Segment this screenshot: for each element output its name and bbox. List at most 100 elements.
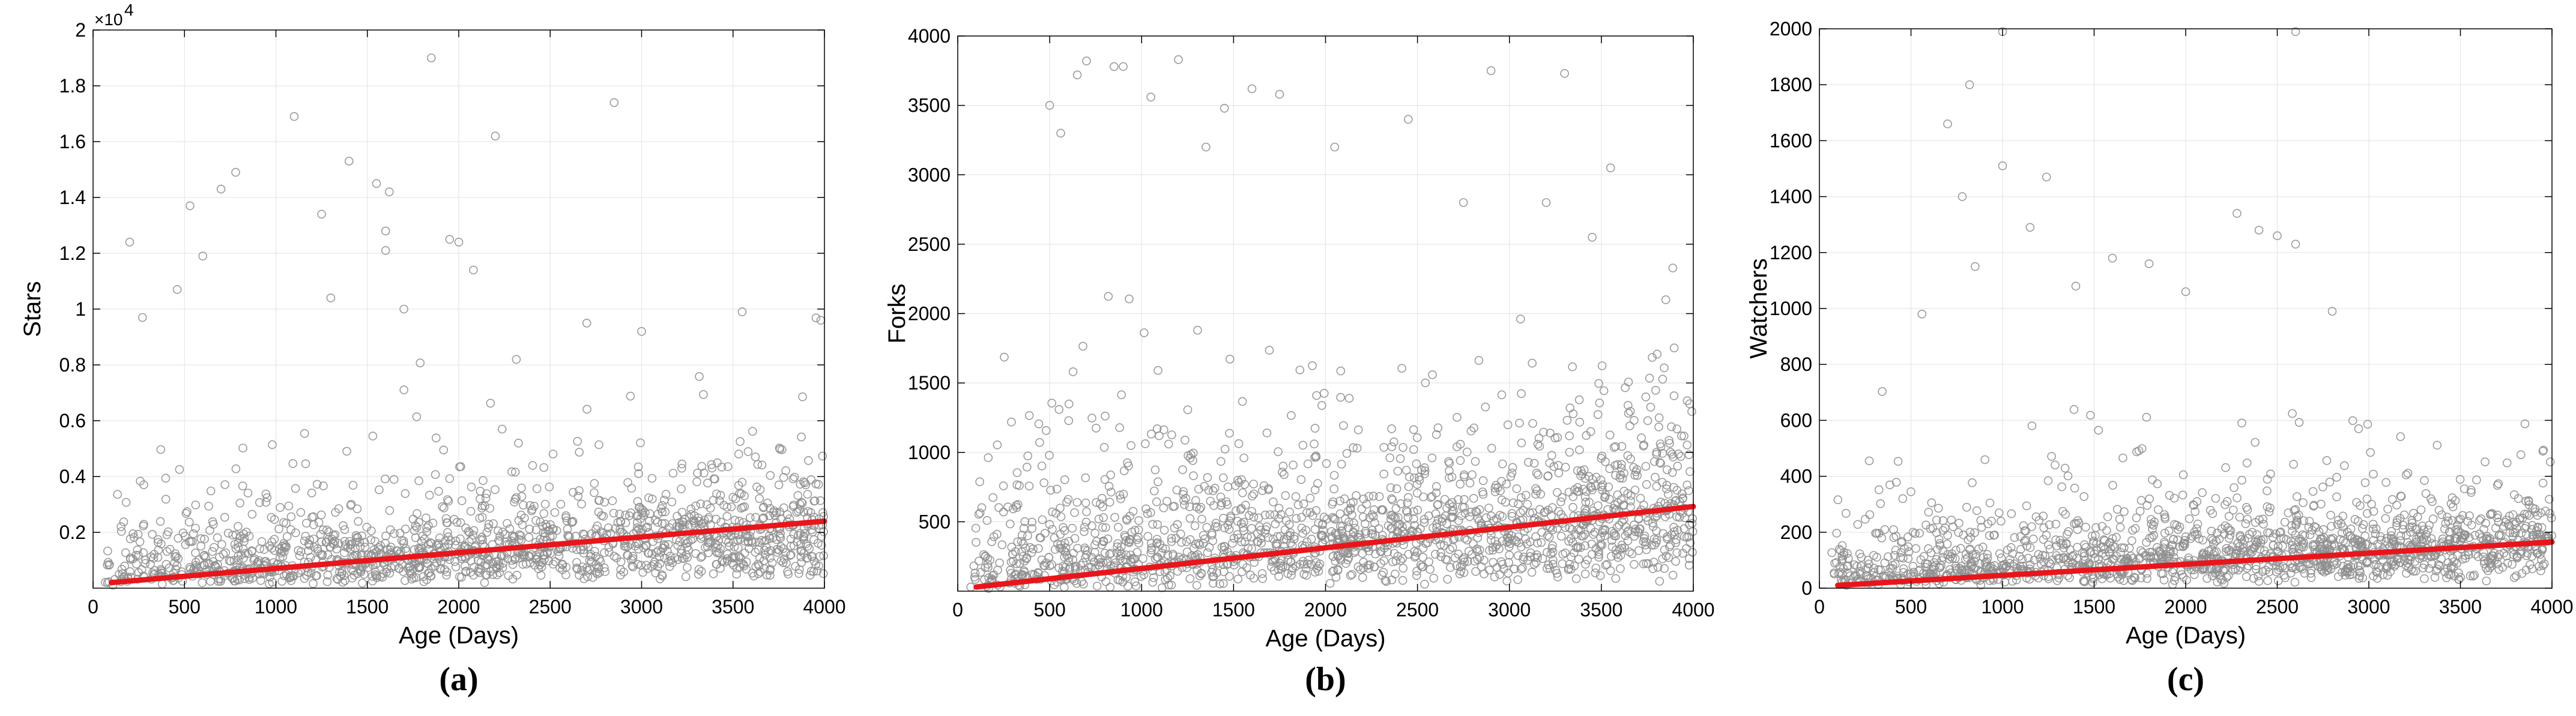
scatter-point <box>802 553 811 563</box>
scatter-point <box>1398 443 1407 452</box>
scatter-point <box>1403 507 1412 517</box>
scatter-point <box>1295 366 1305 375</box>
scatter-point <box>1878 387 1887 396</box>
scatter-point <box>528 505 537 514</box>
scatter-point <box>1104 481 1114 491</box>
y-tick-label: 0.4 <box>59 466 86 487</box>
scatter-point <box>422 523 431 532</box>
scatter-point <box>381 538 390 548</box>
scatter-point <box>203 559 212 568</box>
scatter-point <box>1329 471 1339 480</box>
scatter-point <box>532 484 542 493</box>
scatter-point <box>647 474 657 483</box>
scatter-point <box>491 485 500 495</box>
scatter-point <box>2029 534 2038 544</box>
y-tick-label: 1.4 <box>59 187 86 208</box>
scatter-point <box>1642 545 1651 555</box>
scatter-point <box>220 480 229 489</box>
scatter-point <box>270 535 279 544</box>
scatter-point <box>548 450 558 459</box>
scatter-point <box>1648 353 1657 362</box>
scatter-point <box>635 503 644 512</box>
scatter-point <box>1126 441 1135 450</box>
scatter-point <box>2094 426 2103 435</box>
scatter-point <box>312 480 322 489</box>
x-tick-label: 0 <box>88 596 98 618</box>
scatter-point <box>677 463 686 473</box>
scatter-points <box>966 55 1698 593</box>
scatter-point <box>2118 453 2127 463</box>
y-tick-label: 1 <box>75 298 86 320</box>
scatter-point <box>426 53 436 62</box>
scatter-point <box>480 561 490 570</box>
x-tick-label: 2000 <box>437 596 480 618</box>
scatter-point <box>1556 497 1565 507</box>
scatter-point <box>1374 492 1384 501</box>
scatter-point <box>1645 373 1654 383</box>
scatter-point <box>510 468 520 477</box>
scatter-point <box>2148 475 2157 484</box>
scatter-point <box>586 550 596 559</box>
scatter-point <box>512 493 521 502</box>
scatter-point <box>550 508 560 517</box>
scatter-point <box>208 547 217 556</box>
scatter-point <box>2432 441 2442 450</box>
scatter-point <box>231 167 240 177</box>
y-tick-label: 2 <box>75 19 86 41</box>
scatter-point <box>1265 346 1274 355</box>
scatter-point <box>2482 576 2491 586</box>
scatter-point <box>1397 364 1406 373</box>
scatter-point <box>567 518 577 527</box>
scatter-point <box>242 528 251 537</box>
scatter-point <box>2325 477 2335 487</box>
scatter-point <box>478 501 487 511</box>
scatter-point <box>539 463 549 472</box>
scatter-point <box>420 534 429 544</box>
scatter-point <box>713 458 722 468</box>
scatter-point <box>1621 383 1630 393</box>
scatter-point <box>334 504 343 513</box>
scatter-point <box>2475 516 2484 525</box>
scatter-point <box>2369 469 2378 479</box>
scatter-point <box>2318 483 2327 492</box>
scatter-point <box>2340 461 2349 471</box>
scatter-point <box>585 556 594 565</box>
scatter-point <box>1391 504 1401 513</box>
scatter-point <box>408 514 418 524</box>
scatter-point <box>748 427 757 436</box>
scatter-point <box>2326 511 2335 520</box>
scatter-point <box>1034 419 1044 429</box>
scatter-point <box>1070 508 1079 517</box>
scatter-point <box>482 489 491 498</box>
scatter-point <box>381 474 390 484</box>
scatter-point <box>757 535 766 545</box>
scatter-point <box>286 512 296 522</box>
y-tick-label: 1500 <box>908 372 951 394</box>
scatter-point <box>994 503 1003 513</box>
scatter-point <box>165 563 174 573</box>
scatter-point <box>774 480 784 490</box>
scatter-point <box>1686 467 1695 477</box>
scatter-point <box>1637 433 1646 442</box>
scatter-point <box>764 547 773 556</box>
scatter-point <box>740 537 749 546</box>
panel-label: (b) <box>1305 661 1346 698</box>
scatter-point <box>1238 488 1247 498</box>
scatter-point <box>1249 574 1259 583</box>
scatter-point <box>216 577 225 586</box>
y-axis-label: Forks <box>884 284 910 344</box>
scatter-point <box>1101 577 1111 586</box>
scatter-point <box>778 558 788 567</box>
scatter-point <box>282 519 291 528</box>
scatter-point <box>1412 459 1421 469</box>
scatter-point <box>802 539 811 549</box>
scatter-point <box>1456 480 1465 489</box>
scatter-point <box>2130 524 2140 533</box>
scatter-point <box>156 517 165 526</box>
scatter-point <box>531 516 540 525</box>
scatter-point <box>125 238 135 247</box>
scatter-point <box>285 573 294 583</box>
scatter-point <box>1443 574 1452 584</box>
scatter-point <box>134 551 143 560</box>
scatter-point <box>766 504 775 513</box>
